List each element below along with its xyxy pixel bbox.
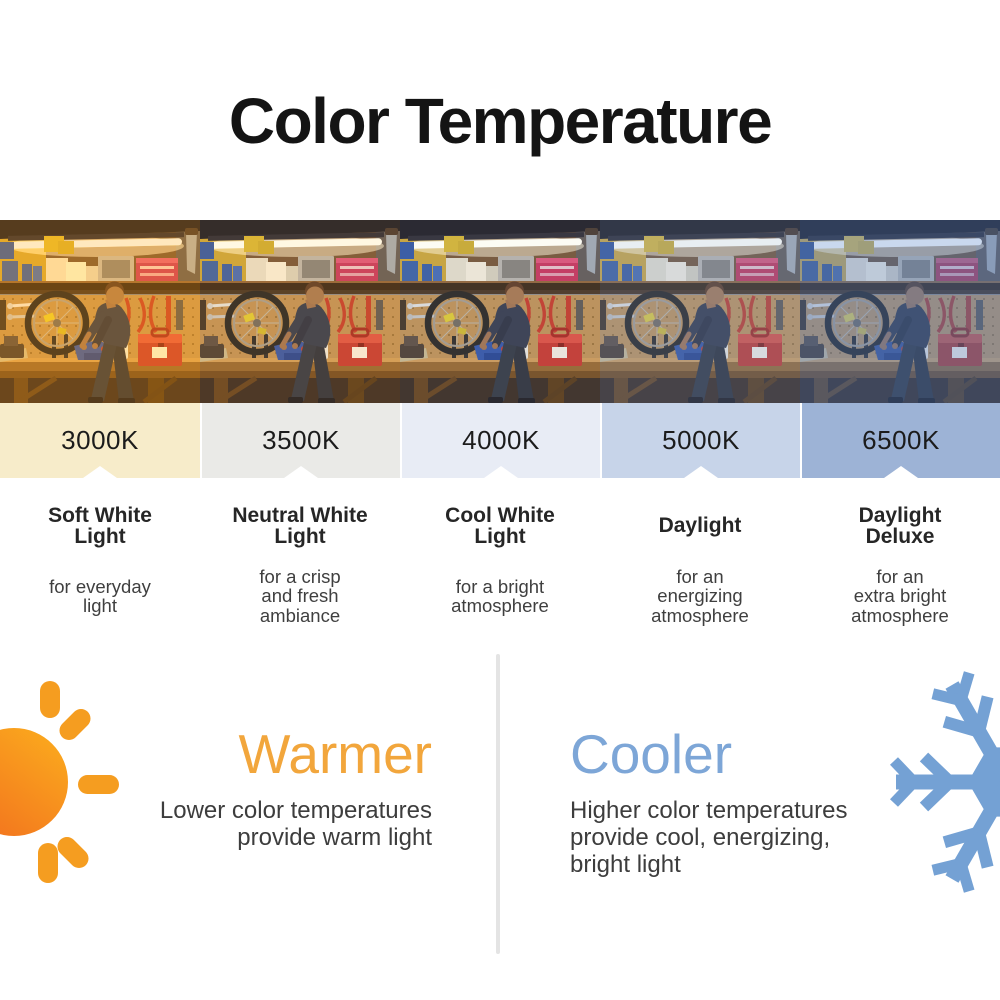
kelvin-label: 3500K [262, 425, 340, 455]
photo-panel-5000k [600, 220, 800, 403]
panel-label-neutral-white: Neutral White Light for a crisp and fres… [200, 503, 400, 626]
kelvin-band-4000k: 4000K [400, 403, 600, 478]
panel-description: for an energizing atmosphere [651, 565, 749, 626]
sun-rays [38, 681, 119, 883]
panel-heading: Soft White Light [48, 503, 152, 548]
photo-strip [0, 220, 1000, 403]
band-notch [484, 466, 518, 478]
band-notch [284, 466, 318, 478]
kelvin-label: 5000K [662, 425, 740, 455]
panel-description: for a crisp and fresh ambiance [259, 565, 341, 626]
panel-heading: Neutral White Light [232, 503, 368, 548]
photo-panel-3000k [0, 220, 200, 403]
panel-heading: Cool White Light [445, 503, 555, 548]
section-divider [496, 654, 500, 954]
kelvin-label: 3000K [61, 425, 139, 455]
page-title: Color Temperature [228, 85, 773, 157]
snowflake-branches [890, 671, 1000, 893]
photo-tint-overlay [200, 220, 400, 403]
cooler-title: Cooler [570, 723, 733, 785]
kelvin-label: 4000K [462, 425, 540, 455]
photo-tint-overlay [400, 220, 600, 403]
kelvin-band-5000k: 5000K [600, 403, 800, 478]
panel-label-cool-white: Cool White Light for a bright atmosphere [400, 503, 600, 626]
photo-tint-overlay [800, 220, 1000, 403]
warmer-title: Warmer [238, 723, 433, 785]
photo-panel-3500k [200, 220, 400, 403]
panel-heading: Daylight [658, 514, 742, 538]
photo-tint-overlay [600, 220, 800, 403]
panel-label-soft-white: Soft White Light for everyday light [0, 503, 200, 626]
band-notch [884, 466, 918, 478]
band-notch [684, 466, 718, 478]
label-row: Soft White Light for everyday light Neut… [0, 503, 1000, 626]
cooler-section: Cooler Higher color temperatures provide… [570, 724, 920, 878]
photo-panel-4000k [400, 220, 600, 403]
kelvin-band-3500k: 3500K [200, 403, 400, 478]
photo-panel-6500k [800, 220, 1000, 403]
band-notch [83, 466, 117, 478]
kelvin-band-row: 3000K 3500K 4000K 5000K 6500K [0, 403, 1000, 478]
warmer-description: Lower color temperatures provide warm li… [159, 796, 432, 851]
photo-tint-overlay [0, 220, 200, 403]
snowflake-icon [890, 662, 1000, 902]
cooler-description: Higher color temperatures provide cool, … [570, 796, 848, 878]
panel-description: for everyday light [49, 575, 151, 616]
panel-label-daylight-deluxe: Daylight Deluxe for an extra bright atmo… [800, 503, 1000, 626]
panel-heading: Daylight Deluxe [858, 503, 942, 548]
panel-description: for an extra bright atmosphere [851, 565, 949, 626]
panel-label-daylight: Daylight for an energizing atmosphere [600, 503, 800, 626]
kelvin-band-3000k: 3000K [0, 403, 200, 478]
sun-icon [0, 681, 119, 883]
kelvin-label: 6500K [862, 425, 940, 455]
kelvin-band-6500k: 6500K [800, 403, 1000, 478]
panel-description: for a bright atmosphere [451, 575, 549, 616]
warmer-section: Warmer Lower color temperatures provide … [0, 724, 432, 851]
